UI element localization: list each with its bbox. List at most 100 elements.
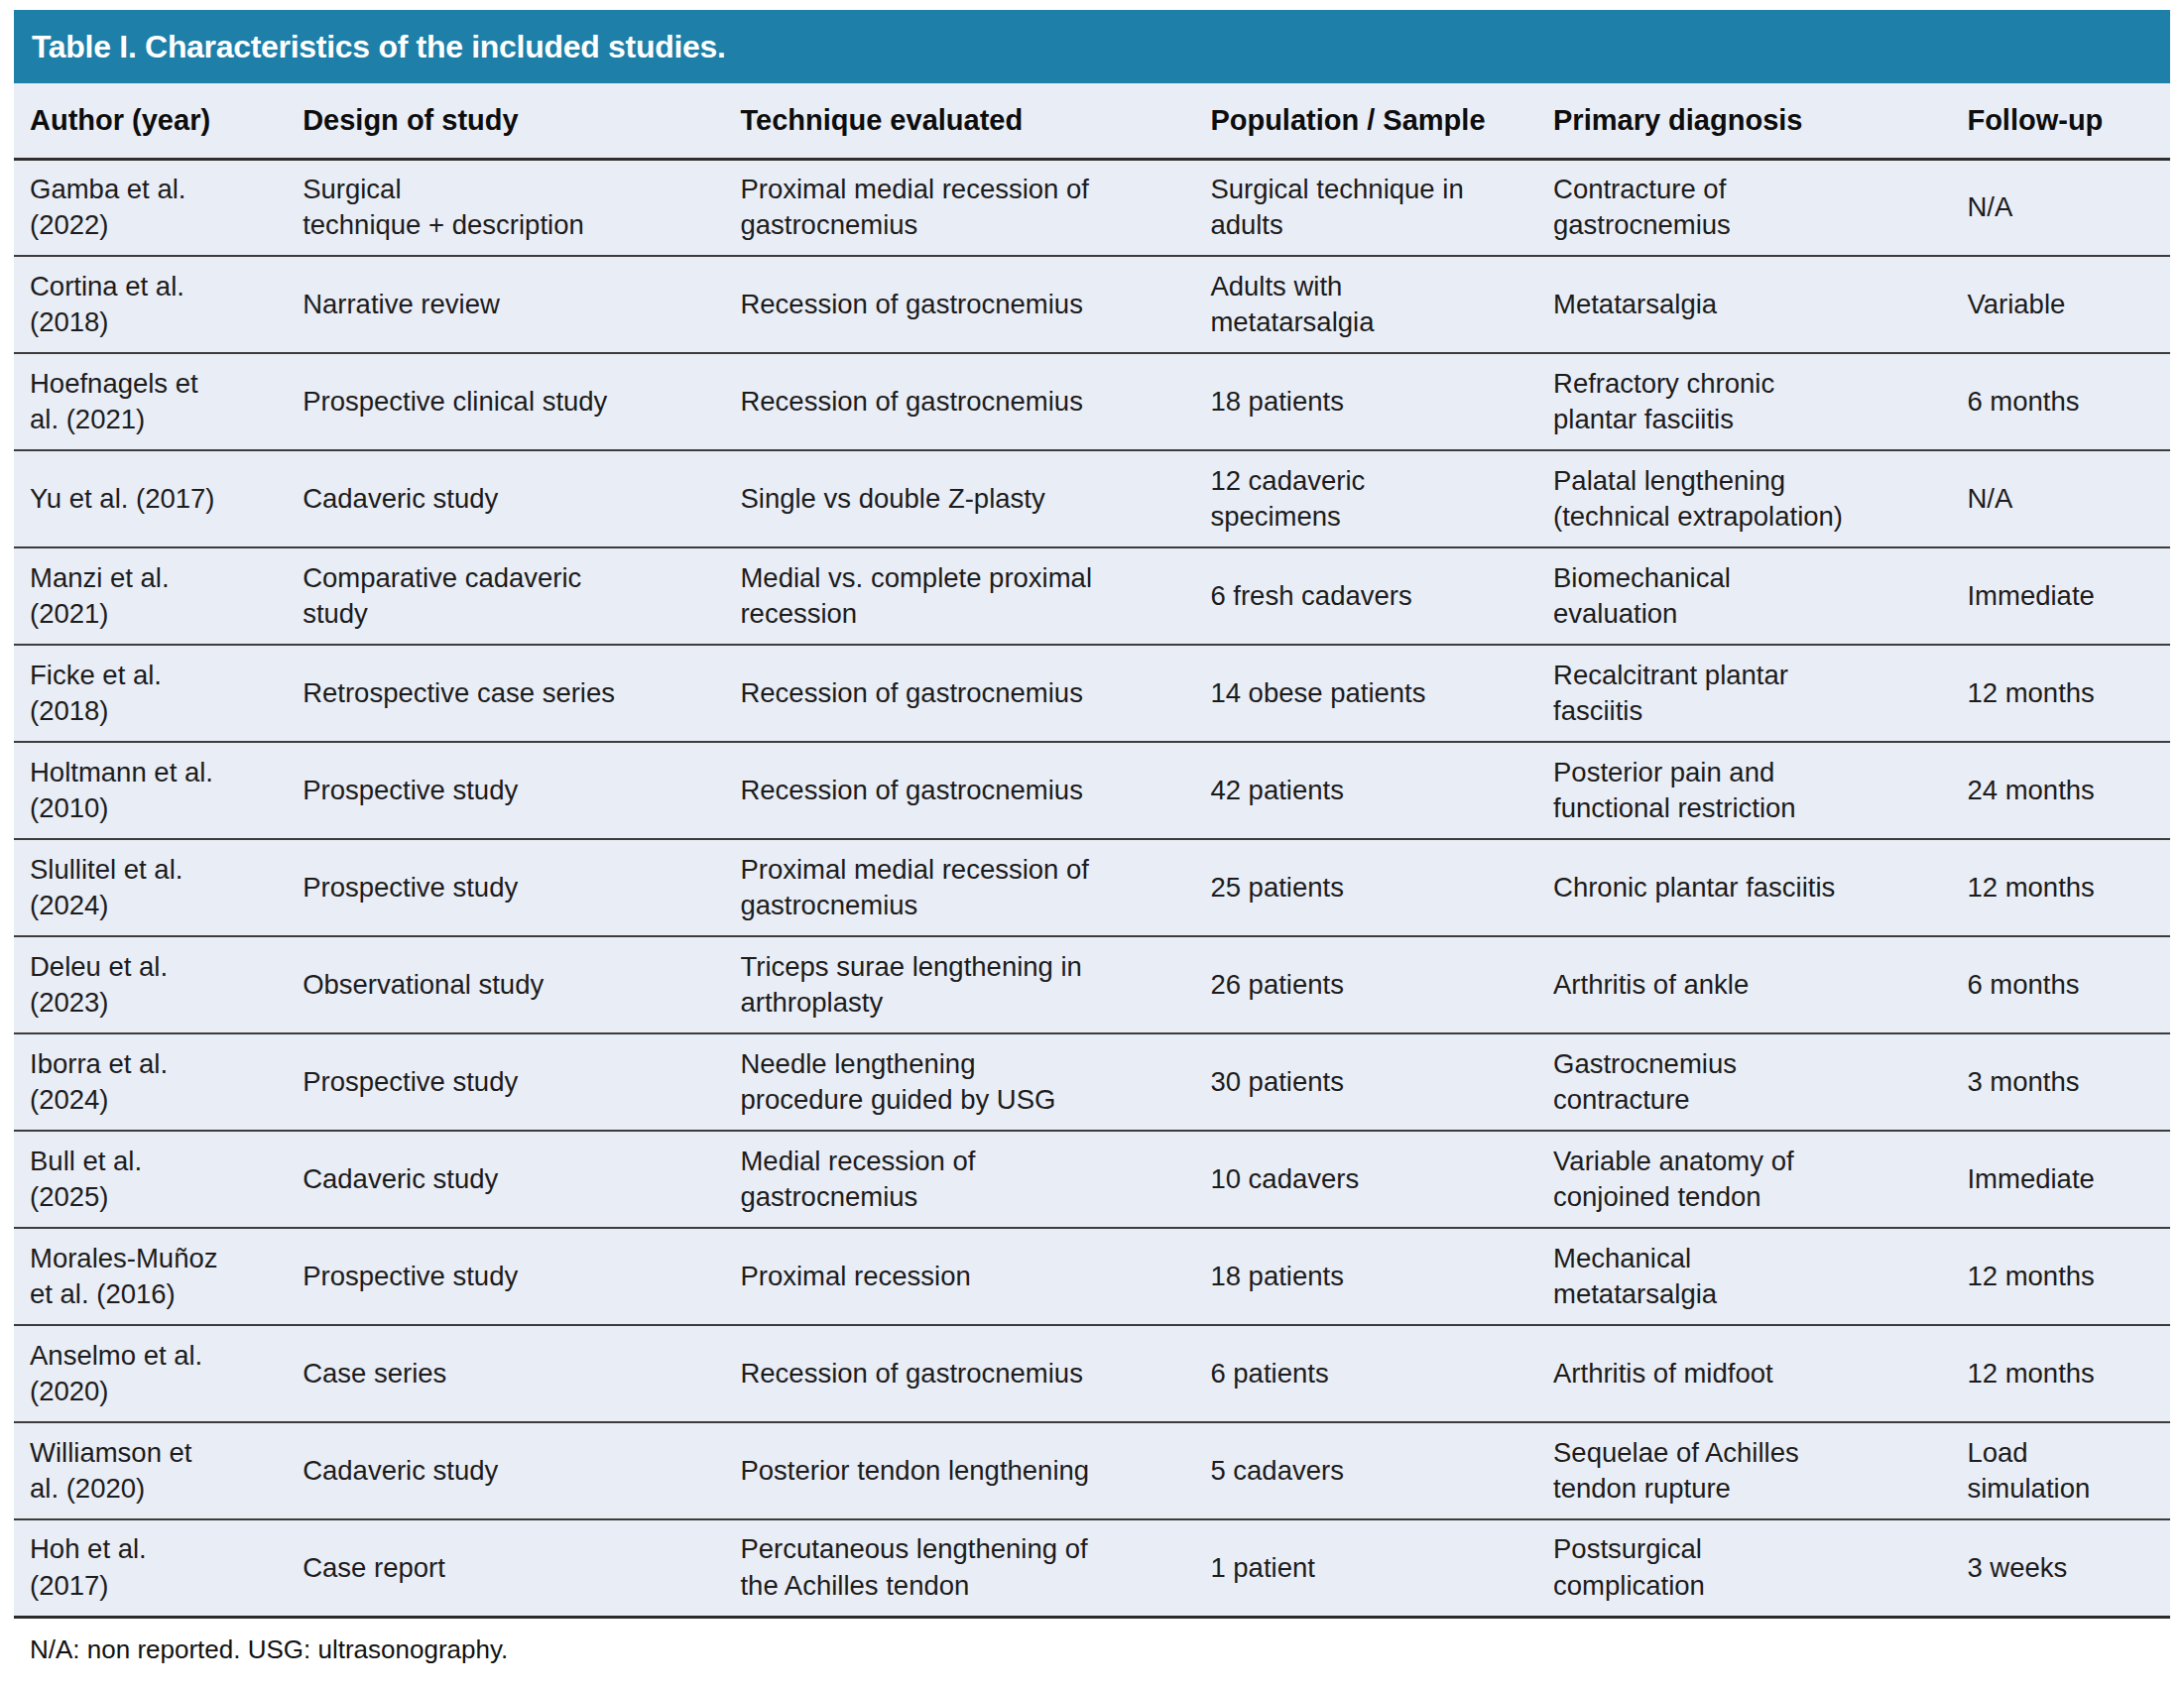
- cell-population: 6 fresh cadavers: [1208, 547, 1551, 645]
- table-title-bar: Table I. Characteristics of the included…: [14, 10, 2170, 83]
- table-row: Yu et al. (2017)Cadaveric studySingle vs…: [14, 450, 2170, 547]
- cell-diagnosis: Refractory chronic plantar fasciitis: [1551, 353, 1965, 450]
- header-cell-diagnosis: Primary diagnosis: [1551, 83, 1965, 159]
- cell-diagnosis: Contracture of gastrocnemius: [1551, 159, 1965, 256]
- cell-followup: 12 months: [1965, 645, 2170, 742]
- cell-design: Prospective study: [301, 742, 738, 839]
- cell-population: 25 patients: [1208, 839, 1551, 936]
- cell-diagnosis: Gastrocnemius contracture: [1551, 1033, 1965, 1131]
- table-row: Ficke et al. (2018)Retrospective case se…: [14, 645, 2170, 742]
- table-row: Manzi et al. (2021)Comparative cadaveric…: [14, 547, 2170, 645]
- table-title: Table I. Characteristics of the included…: [32, 29, 726, 65]
- cell-population: 42 patients: [1208, 742, 1551, 839]
- header-cell-followup: Follow-up: [1965, 83, 2170, 159]
- cell-design: Observational study: [301, 936, 738, 1033]
- cell-followup: 12 months: [1965, 1228, 2170, 1325]
- cell-diagnosis: Arthritis of ankle: [1551, 936, 1965, 1033]
- cell-author: Yu et al. (2017): [14, 450, 301, 547]
- cell-author: Holtmann et al. (2010): [14, 742, 301, 839]
- cell-followup: 3 weeks: [1965, 1519, 2170, 1617]
- cell-population: Surgical technique in adults: [1208, 159, 1551, 256]
- cell-design: Prospective study: [301, 1033, 738, 1131]
- cell-followup: N/A: [1965, 159, 2170, 256]
- cell-followup: Load simulation: [1965, 1422, 2170, 1519]
- cell-followup: 3 months: [1965, 1033, 2170, 1131]
- cell-diagnosis: Postsurgical complication: [1551, 1519, 1965, 1617]
- cell-population: 1 patient: [1208, 1519, 1551, 1617]
- page: Table I. Characteristics of the included…: [0, 0, 2184, 1693]
- table-row: Cortina et al. (2018)Narrative reviewRec…: [14, 256, 2170, 353]
- cell-design: Prospective study: [301, 1228, 738, 1325]
- cell-design: Narrative review: [301, 256, 738, 353]
- cell-diagnosis: Palatal lengthening (technical extrapola…: [1551, 450, 1965, 547]
- table-row: Morales-Muñoz et al. (2016)Prospective s…: [14, 1228, 2170, 1325]
- table-footnote: N/A: non reported. USG: ultrasonography.: [30, 1634, 2170, 1665]
- cell-population: 6 patients: [1208, 1325, 1551, 1422]
- cell-author: Manzi et al. (2021): [14, 547, 301, 645]
- table-row: Bull et al. (2025)Cadaveric studyMedial …: [14, 1131, 2170, 1228]
- cell-technique: Single vs double Z-plasty: [738, 450, 1208, 547]
- table-row: Slullitel et al. (2024)Prospective study…: [14, 839, 2170, 936]
- cell-diagnosis: Metatarsalgia: [1551, 256, 1965, 353]
- cell-author: Gamba et al. (2022): [14, 159, 301, 256]
- header-cell-design: Design of study: [301, 83, 738, 159]
- cell-design: Prospective clinical study: [301, 353, 738, 450]
- cell-technique: Proximal medial recession of gastrocnemi…: [738, 159, 1208, 256]
- cell-population: 26 patients: [1208, 936, 1551, 1033]
- table-row: Gamba et al. (2022)Surgical technique + …: [14, 159, 2170, 256]
- cell-technique: Recession of gastrocnemius: [738, 742, 1208, 839]
- cell-technique: Proximal medial recession of gastrocnemi…: [738, 839, 1208, 936]
- table-body: Gamba et al. (2022)Surgical technique + …: [14, 159, 2170, 1617]
- cell-author: Bull et al. (2025): [14, 1131, 301, 1228]
- cell-followup: Immediate: [1965, 1131, 2170, 1228]
- cell-author: Iborra et al. (2024): [14, 1033, 301, 1131]
- cell-population: 5 cadavers: [1208, 1422, 1551, 1519]
- cell-author: Hoh et al. (2017): [14, 1519, 301, 1617]
- cell-diagnosis: Arthritis of midfoot: [1551, 1325, 1965, 1422]
- cell-design: Surgical technique + description: [301, 159, 738, 256]
- header-row: Author (year)Design of studyTechnique ev…: [14, 83, 2170, 159]
- cell-author: Morales-Muñoz et al. (2016): [14, 1228, 301, 1325]
- cell-technique: Posterior tendon lengthening: [738, 1422, 1208, 1519]
- studies-table: Author (year)Design of studyTechnique ev…: [14, 83, 2170, 1619]
- table-row: Iborra et al. (2024)Prospective studyNee…: [14, 1033, 2170, 1131]
- cell-diagnosis: Chronic plantar fasciitis: [1551, 839, 1965, 936]
- cell-author: Slullitel et al. (2024): [14, 839, 301, 936]
- cell-population: Adults with metatarsalgia: [1208, 256, 1551, 353]
- cell-population: 18 patients: [1208, 353, 1551, 450]
- cell-diagnosis: Sequelae of Achilles tendon rupture: [1551, 1422, 1965, 1519]
- cell-followup: Immediate: [1965, 547, 2170, 645]
- cell-design: Cadaveric study: [301, 1422, 738, 1519]
- cell-design: Case report: [301, 1519, 738, 1617]
- table-row: Anselmo et al. (2020)Case seriesRecessio…: [14, 1325, 2170, 1422]
- table-row: Holtmann et al. (2010)Prospective studyR…: [14, 742, 2170, 839]
- cell-technique: Recession of gastrocnemius: [738, 1325, 1208, 1422]
- cell-technique: Recession of gastrocnemius: [738, 645, 1208, 742]
- cell-diagnosis: Variable anatomy of conjoined tendon: [1551, 1131, 1965, 1228]
- cell-technique: Triceps surae lengthening in arthroplast…: [738, 936, 1208, 1033]
- cell-diagnosis: Recalcitrant plantar fasciitis: [1551, 645, 1965, 742]
- cell-followup: 6 months: [1965, 353, 2170, 450]
- table-row: Hoh et al. (2017)Case reportPercutaneous…: [14, 1519, 2170, 1617]
- header-cell-population: Population / Sample: [1208, 83, 1551, 159]
- table-row: Hoefnagels et al. (2021)Prospective clin…: [14, 353, 2170, 450]
- cell-design: Cadaveric study: [301, 1131, 738, 1228]
- header-cell-author: Author (year): [14, 83, 301, 159]
- cell-followup: 24 months: [1965, 742, 2170, 839]
- cell-author: Deleu et al. (2023): [14, 936, 301, 1033]
- cell-author: Cortina et al. (2018): [14, 256, 301, 353]
- cell-author: Anselmo et al. (2020): [14, 1325, 301, 1422]
- cell-author: Williamson et al. (2020): [14, 1422, 301, 1519]
- cell-population: 10 cadavers: [1208, 1131, 1551, 1228]
- cell-technique: Medial vs. complete proximal recession: [738, 547, 1208, 645]
- cell-design: Cadaveric study: [301, 450, 738, 547]
- cell-followup: 12 months: [1965, 839, 2170, 936]
- cell-diagnosis: Posterior pain and functional restrictio…: [1551, 742, 1965, 839]
- cell-technique: Medial recession of gastrocnemius: [738, 1131, 1208, 1228]
- cell-population: 18 patients: [1208, 1228, 1551, 1325]
- cell-technique: Proximal recession: [738, 1228, 1208, 1325]
- cell-diagnosis: Mechanical metatarsalgia: [1551, 1228, 1965, 1325]
- cell-followup: N/A: [1965, 450, 2170, 547]
- header-cell-technique: Technique evaluated: [738, 83, 1208, 159]
- cell-technique: Recession of gastrocnemius: [738, 353, 1208, 450]
